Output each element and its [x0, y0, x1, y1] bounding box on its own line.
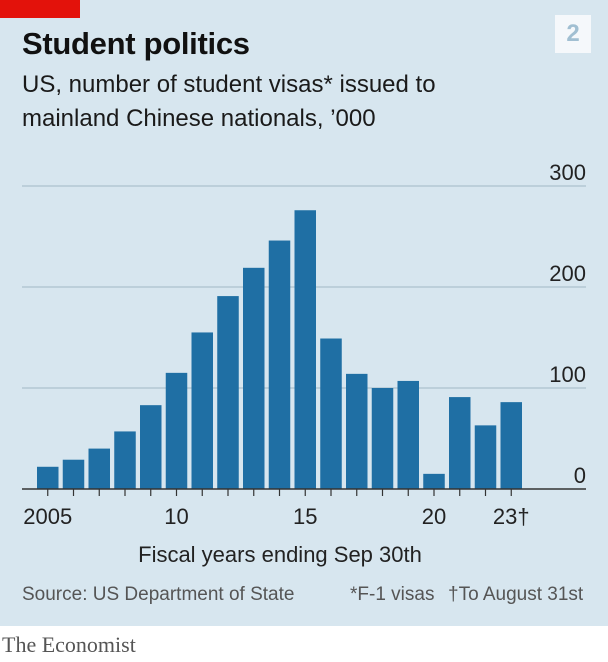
bar [37, 466, 59, 489]
chart-title: Student politics [22, 26, 250, 61]
x-tick-label: 10 [164, 504, 188, 529]
bar [294, 210, 316, 490]
bar [114, 431, 136, 489]
chart-subtitle: US, number of student visas* issued to m… [22, 68, 582, 136]
y-tick-label: 200 [549, 261, 586, 286]
bar [474, 425, 497, 489]
bar [165, 372, 188, 489]
bar [217, 296, 239, 489]
x-tick-label: 23† [493, 504, 530, 529]
bar [191, 332, 213, 489]
x-axis-title: Fiscal years ending Sep 30th [138, 542, 422, 567]
footnote-august: †To August 31st [448, 584, 584, 605]
bar-chart: 0 100 200 300 2005 10 15 20 23† Fiscal years endi… [22, 160, 586, 567]
bar [320, 338, 342, 489]
y-tick-label: 0 [574, 463, 586, 488]
bar [62, 459, 85, 489]
x-tick-label: 2005 [23, 504, 72, 529]
y-tick-label: 100 [549, 362, 586, 387]
bar [243, 267, 265, 489]
brand-red-tab [0, 0, 80, 18]
bar [500, 402, 522, 489]
chart-number-badge: 2 [555, 15, 591, 53]
bar [371, 388, 394, 489]
bar [423, 473, 445, 489]
bar [397, 380, 419, 489]
bar [268, 240, 291, 489]
y-tick-label: 300 [549, 160, 586, 185]
bar [346, 373, 368, 489]
subtitle-line-1: US, number of student visas* issued to [22, 71, 436, 98]
bar [140, 405, 162, 489]
source-note: Source: US Department of State [22, 584, 295, 605]
chart-number: 2 [566, 20, 580, 47]
subtitle-line-2: mainland Chinese nationals, ’000 [22, 105, 376, 132]
bar [88, 448, 110, 489]
chart-card: Student politics 2 US, number of student… [0, 0, 608, 626]
footnote-f1-visas: *F-1 visas [350, 584, 435, 605]
x-tick-label: 15 [293, 504, 317, 529]
bar [449, 397, 471, 489]
x-tick-label: 20 [422, 504, 446, 529]
brand-logo-text: The Economist [2, 632, 136, 657]
